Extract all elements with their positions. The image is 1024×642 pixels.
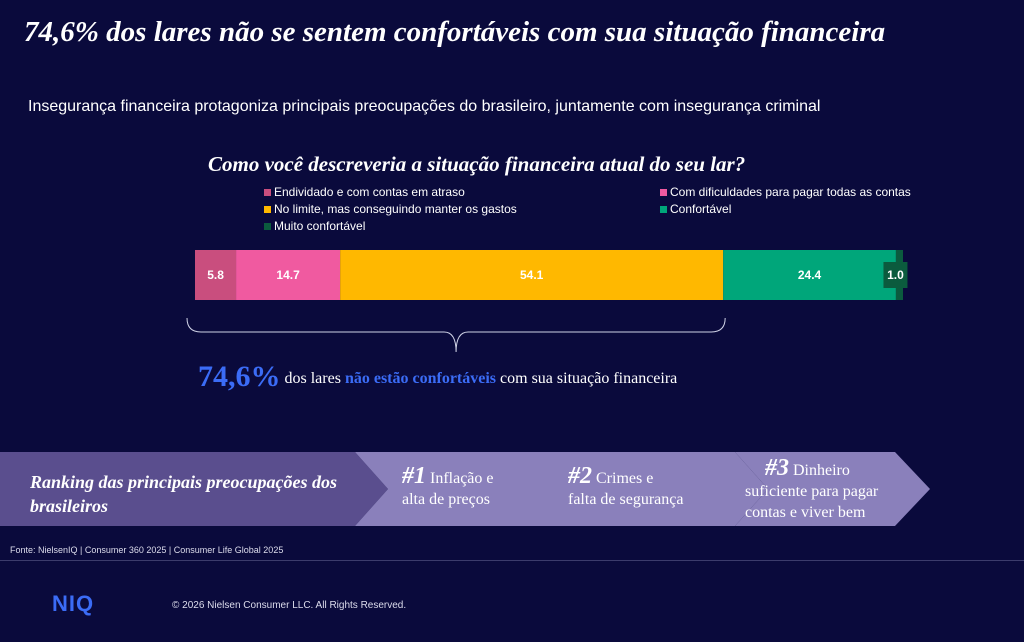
highlight-text-before: dos lares	[284, 370, 341, 387]
ranking-text: contas e viver bem	[745, 504, 866, 521]
copyright-text: © 2026 Nielsen Consumer LLC. All Rights …	[172, 600, 407, 611]
bracket-not-comfortable	[186, 317, 726, 353]
highlight-callout: 74,6% dos lares não estão confortáveis c…	[198, 360, 677, 394]
bar-segment-4	[723, 250, 896, 300]
niq-logo: NIQ	[52, 591, 95, 616]
bar-data-label-2: 14.7	[276, 268, 300, 282]
ranking-text: suficiente para pagar	[745, 483, 879, 500]
source-note: Fonte: NielsenIQ | Consumer 360 2025 | C…	[10, 545, 284, 555]
ranking-item-2: #2 Crimes e falta de segurança	[568, 463, 684, 510]
bar-segment-2	[236, 250, 341, 300]
ranking-last-chevron	[735, 452, 930, 526]
bar-data-label-bg	[883, 262, 908, 288]
ranking-number: #2	[568, 463, 592, 489]
stacked-bar-chart: 5.8 14.7 54.1 24.4 1.0	[186, 250, 908, 353]
chart-title: Como você descreveria a situação finance…	[208, 152, 746, 176]
ranking-text: Dinheiro	[793, 462, 850, 479]
bar-data-label-4: 24.4	[798, 268, 822, 282]
ranking-label-chevron	[0, 452, 388, 526]
page-title: 74,6% dos lares não se sentem confortáve…	[24, 16, 886, 48]
ranking-item-1: #1 Inflação e alta de preços	[402, 463, 494, 510]
ranking-text: alta de preços	[402, 491, 490, 508]
highlight-text-after: com sua situação financeira	[500, 370, 678, 387]
ranking-text: Inflação e	[430, 470, 494, 487]
bar-data-label-5: 1.0	[887, 268, 904, 282]
bar-segment-1	[195, 250, 237, 300]
page-subtitle: Insegurança financeira protagoniza princ…	[28, 98, 821, 115]
ranking-items-chevron	[355, 452, 768, 526]
bar-data-label-1: 5.8	[207, 268, 224, 282]
ranking-label: Ranking das principais preocupações dos …	[30, 472, 338, 516]
bar-segment-3	[340, 250, 724, 300]
highlight-value: 74,6%	[198, 360, 281, 393]
ranking-arrow-band	[0, 452, 930, 526]
ranking-number: #1	[402, 463, 426, 489]
highlight-text-accent: não estão confortáveis	[344, 370, 497, 387]
bar-data-label-3: 54.1	[520, 268, 544, 282]
footer-divider	[0, 560, 1024, 561]
ranking-text: falta de segurança	[568, 491, 684, 508]
ranking-number: #3	[765, 455, 789, 481]
ranking-text: Crimes e	[596, 470, 654, 487]
ranking-item-3: #3 Dinheiro suficiente para pagar contas …	[745, 455, 879, 523]
